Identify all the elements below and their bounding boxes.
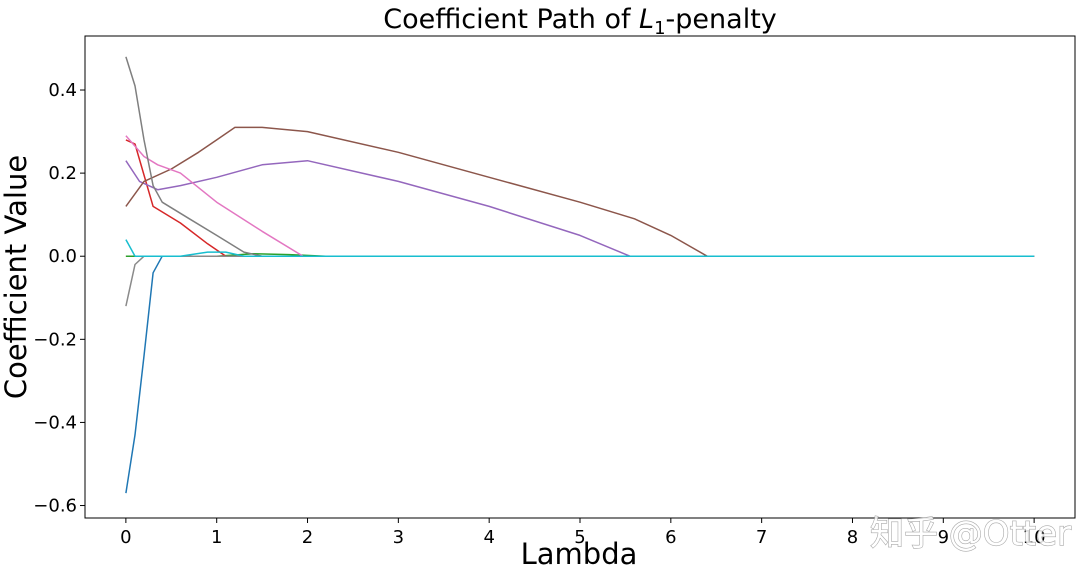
plot-area-frame [84, 35, 1076, 519]
y-axis-label: Coefficient Value [0, 155, 33, 399]
y-tick-label: 0.2 [48, 163, 77, 184]
x-tick-label: 10 [1023, 527, 1046, 548]
y-tick-label: −0.2 [33, 329, 77, 350]
x-axis-ticks: 0 1 2 3 4 5 6 7 8 9 10 [120, 518, 1046, 548]
x-tick-label: 0 [120, 527, 131, 548]
series-line-8 [125, 56, 1035, 257]
x-tick-label: 4 [483, 527, 494, 548]
series-layer [125, 56, 1035, 494]
series-line-6 [125, 126, 1035, 257]
series-line-4 [125, 139, 1035, 257]
x-tick-label: 1 [211, 527, 222, 548]
series-line-5 [125, 159, 1035, 257]
y-tick-label: 0.4 [48, 80, 77, 101]
x-tick-label: 3 [393, 527, 404, 548]
x-tick-label: 7 [756, 527, 767, 548]
y-axis-ticks: −0.6 −0.4 −0.2 0.0 0.2 0.4 [33, 80, 85, 517]
y-tick-label: −0.6 [33, 496, 77, 517]
x-tick-label: 6 [665, 527, 676, 548]
series-line-9 [125, 255, 1035, 307]
y-tick-label: −0.4 [33, 412, 77, 433]
x-axis-label: Lambda [521, 537, 638, 571]
chart-title: Coefficient Path of L1-penalty [383, 4, 777, 39]
x-tick-label: 9 [938, 527, 949, 548]
x-tick-label: 8 [847, 527, 858, 548]
x-tick-label: 5 [574, 527, 585, 548]
watermark-text: 知乎 @Otter [870, 514, 1071, 554]
x-tick-label: 2 [302, 527, 313, 548]
y-tick-label: 0.0 [48, 246, 77, 267]
series-line-7 [125, 135, 1035, 257]
series-line-1 [125, 255, 1035, 494]
series-line-10 [125, 239, 1035, 257]
